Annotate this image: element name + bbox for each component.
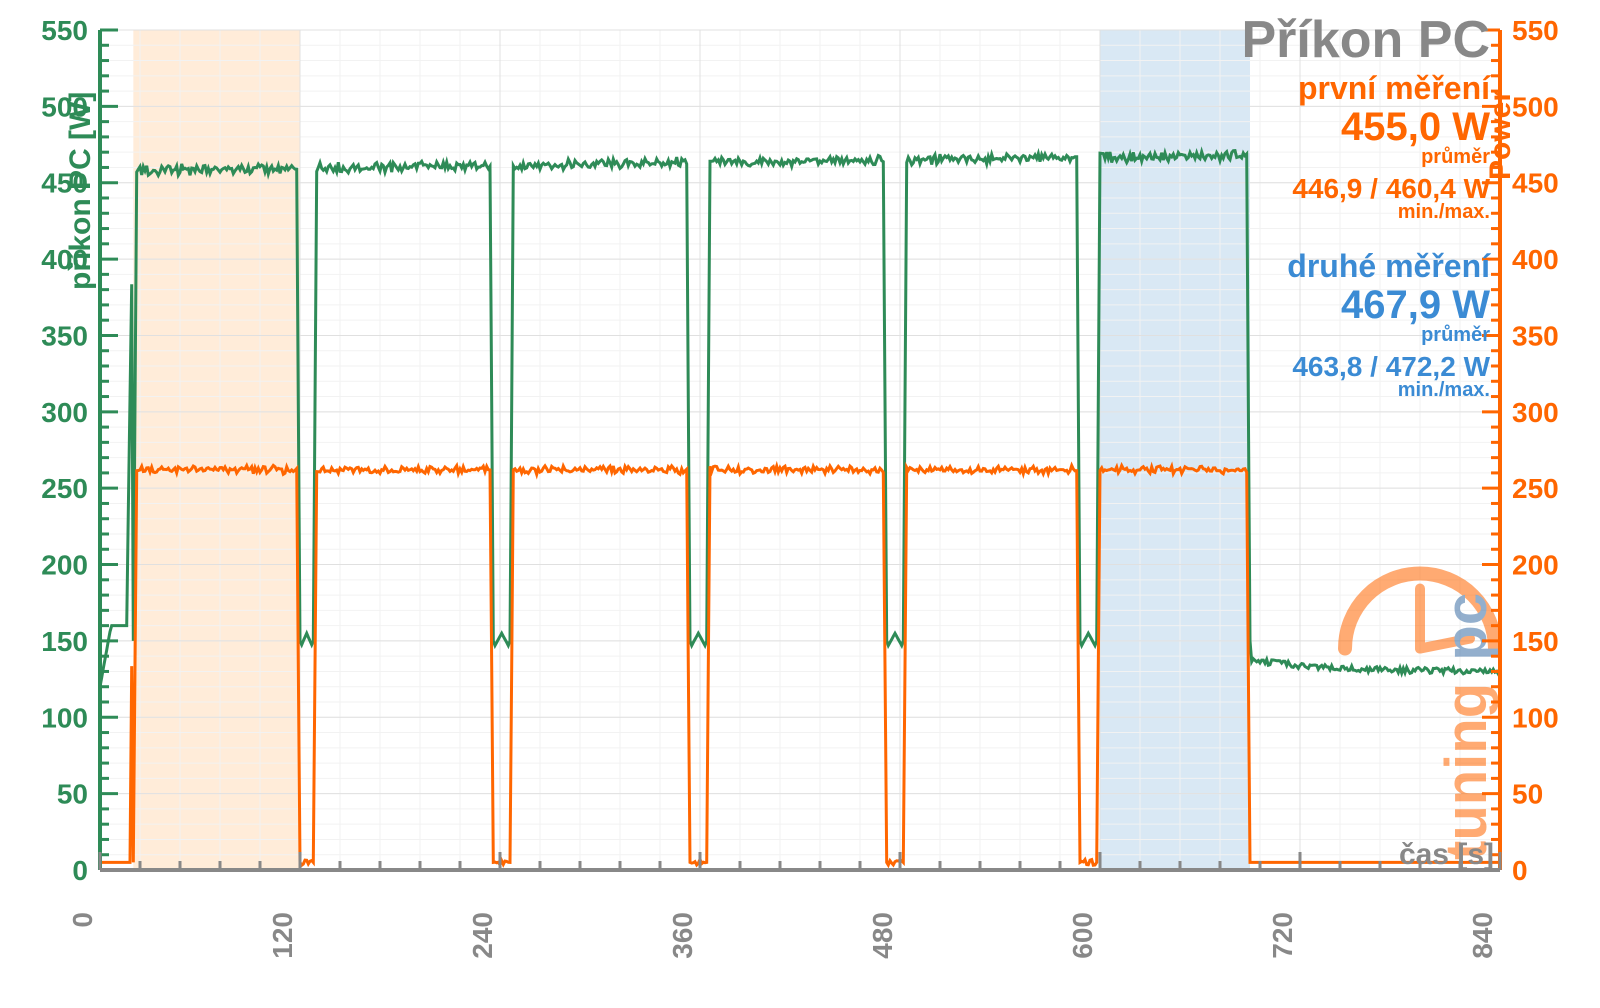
bottom-tick-label: 240 bbox=[467, 912, 498, 959]
left-axis-label: příkon PC [W] bbox=[64, 92, 97, 290]
right-tick-label: 450 bbox=[1512, 168, 1559, 199]
left-tick-label: 350 bbox=[41, 320, 88, 351]
m2-value: 467,9 W bbox=[1287, 283, 1490, 328]
bottom-axis-label: čas [s] bbox=[1399, 838, 1494, 871]
highlight-region bbox=[133, 30, 300, 870]
bottom-tick-label: 360 bbox=[667, 912, 698, 959]
left-tick-label: 550 bbox=[41, 15, 88, 46]
left-tick-label: 300 bbox=[41, 397, 88, 428]
right-tick-label: 300 bbox=[1512, 397, 1559, 428]
right-tick-label: 100 bbox=[1512, 702, 1559, 733]
right-tick-label: 150 bbox=[1512, 626, 1559, 657]
right-tick-label: 500 bbox=[1512, 91, 1559, 122]
chart-title: Příkon PC bbox=[1242, 10, 1491, 70]
right-tick-label: 400 bbox=[1512, 244, 1559, 275]
right-tick-label: 200 bbox=[1512, 550, 1559, 581]
left-tick-label: 150 bbox=[41, 626, 88, 657]
bottom-tick-label: 120 bbox=[267, 912, 298, 959]
bottom-tick-label: 720 bbox=[1267, 912, 1298, 959]
left-tick-label: 50 bbox=[57, 779, 88, 810]
svg-text:tuning: tuning bbox=[1434, 683, 1499, 860]
bottom-tick-label: 840 bbox=[1467, 912, 1498, 959]
svg-text:pc: pc bbox=[1434, 593, 1499, 661]
m1-value: 455,0 W bbox=[1287, 105, 1490, 150]
left-tick-label: 100 bbox=[41, 702, 88, 733]
left-tick-label: 200 bbox=[41, 550, 88, 581]
m2-title: druhé měření bbox=[1287, 248, 1490, 285]
power-chart: tuningpc05010015020025030035040045050055… bbox=[0, 0, 1600, 1008]
bottom-tick-label: 600 bbox=[1067, 912, 1098, 959]
bottom-tick-label: 0 bbox=[67, 912, 98, 928]
m1-title: první měření bbox=[1287, 70, 1490, 107]
right-tick-label: 50 bbox=[1512, 779, 1543, 810]
right-tick-label: 350 bbox=[1512, 320, 1559, 351]
right-tick-label: 550 bbox=[1512, 15, 1559, 46]
right-tick-label: 250 bbox=[1512, 473, 1559, 504]
left-tick-label: 250 bbox=[41, 473, 88, 504]
annotation-block: první měření 455,0 W průměr 446,9 / 460,… bbox=[1287, 70, 1490, 402]
bottom-tick-label: 480 bbox=[867, 912, 898, 959]
left-tick-label: 0 bbox=[72, 855, 88, 886]
right-tick-label: 0 bbox=[1512, 855, 1528, 886]
